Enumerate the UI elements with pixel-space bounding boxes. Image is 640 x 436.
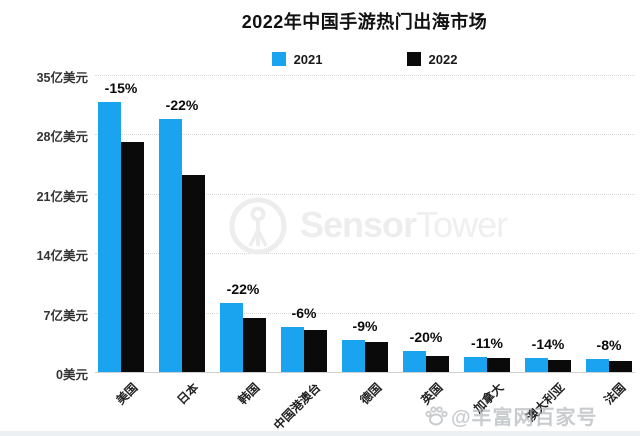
bar-2022-澳大利亚 [548, 360, 571, 372]
bar-2022-美国 [121, 141, 144, 372]
legend: 2021 2022 [95, 51, 634, 67]
bar-2022-中国港澳台 [304, 329, 327, 372]
legend-swatch-2021 [271, 52, 286, 66]
bar-2022-加拿大 [487, 358, 510, 372]
bar-2021-澳大利亚 [525, 357, 548, 372]
gridline-21 [95, 193, 635, 195]
sensortower-logo-icon [229, 197, 287, 255]
bottom-edge-strip [0, 431, 640, 436]
legend-label-2022: 2022 [428, 51, 458, 67]
x-axis-label-美国: 美国 [113, 380, 141, 408]
gridline-28 [95, 134, 635, 135]
bar-2022-德国 [365, 342, 388, 372]
y-axis-tick-7: 7亿美元 [43, 308, 88, 323]
x-axis-label-加拿大: 加拿大 [470, 380, 507, 416]
bar-2022-韩国 [243, 318, 266, 372]
change-label-日本: -22% [165, 96, 199, 113]
legend-item-2022: 2022 [406, 51, 458, 67]
bar-2022-英国 [426, 355, 449, 372]
bar-2021-美国 [98, 101, 121, 372]
change-label-英国: -20% [409, 328, 443, 345]
y-axis-tick-0: 0美元 [56, 368, 88, 382]
change-label-加拿大: -11% [471, 334, 503, 351]
bar-2021-德国 [342, 339, 365, 372]
change-label-中国港澳台: -6% [291, 304, 317, 321]
x-axis-label-中国港澳台: 中国港澳台 [270, 380, 324, 433]
bar-2022-日本 [182, 174, 205, 372]
change-label-美国: -15% [104, 79, 138, 96]
legend-label-2021: 2021 [293, 51, 323, 67]
sensortower-watermark: SensorTower [228, 192, 508, 258]
x-axis-label-英国: 英国 [418, 380, 446, 408]
gridline-14 [95, 253, 635, 254]
change-label-德国: -9% [352, 317, 378, 334]
bar-2021-法国 [586, 358, 609, 372]
change-label-韩国: -22% [226, 281, 260, 298]
x-axis-label-法国: 法国 [601, 380, 629, 408]
sensortower-wordmark: SensorTower [300, 204, 508, 245]
chart-title: 2022年中国手游热门出海市场 [241, 12, 488, 32]
bar-2021-日本 [159, 118, 182, 372]
bar-2021-中国港澳台 [281, 326, 304, 372]
gridline-0 [95, 372, 635, 373]
bar-2021-英国 [403, 350, 426, 372]
x-axis-label-德国: 德国 [357, 380, 385, 408]
bar-2022-法国 [609, 360, 632, 372]
y-axis-tick-14: 14亿美元 [36, 249, 88, 263]
change-label-法国: -8% [596, 336, 622, 353]
bar-2021-韩国 [220, 303, 243, 372]
gridline-35 [95, 74, 635, 76]
x-axis-label-澳大利亚: 澳大利亚 [523, 380, 568, 425]
source-watermark: @丰富网百家号 [424, 401, 598, 430]
x-axis-label-日本: 日本 [174, 380, 202, 408]
y-axis-tick-35: 35亿美元 [36, 70, 88, 85]
change-label-澳大利亚: -14% [531, 335, 565, 352]
y-axis-tick-28: 28亿美元 [36, 130, 88, 144]
y-axis-tick-21: 21亿美元 [36, 189, 88, 204]
bar-2021-加拿大 [464, 356, 487, 372]
gridline-7 [95, 312, 635, 314]
legend-item-2021: 2021 [271, 51, 323, 67]
legend-swatch-2022 [406, 52, 421, 66]
x-axis-label-韩国: 韩国 [235, 380, 263, 408]
